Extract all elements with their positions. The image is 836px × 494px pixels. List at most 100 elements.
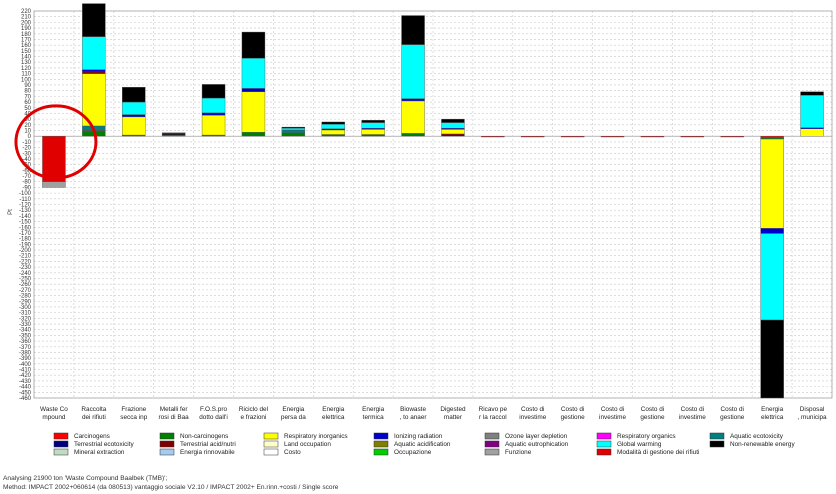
y-tick-label: 140 [21, 55, 32, 61]
y-tick-label: 160 [21, 43, 32, 49]
footer-method: Method: IMPACT 2002+060614 (da 080513) v… [3, 484, 339, 491]
bar-stack [122, 87, 146, 137]
bar-segment [42, 181, 66, 188]
category-label: investime [599, 414, 626, 421]
bar-segment [760, 319, 784, 399]
category-label: Digested [440, 406, 466, 413]
y-tick-label: -210 [19, 254, 32, 260]
legend-label: Energia rinnovabile [180, 449, 235, 456]
y-tick-label: 30 [24, 117, 31, 123]
legend-swatch [159, 432, 175, 440]
legend-swatch [373, 440, 389, 448]
bar-segment [441, 118, 465, 123]
bar-segment [361, 122, 385, 129]
legend-swatch [484, 432, 500, 440]
legend-label: Ionizing radiation [394, 433, 443, 440]
bar-segment [800, 95, 824, 128]
y-tick-label: -140 [19, 214, 32, 220]
bar-segment [122, 116, 146, 136]
y-tick-label: -220 [19, 259, 32, 265]
category-label: investime [679, 414, 706, 421]
bar-segment [281, 132, 306, 137]
legend-swatch [263, 440, 279, 448]
category-label: matter [444, 414, 463, 421]
y-tick-label: -340 [19, 328, 32, 334]
bar-stack [560, 136, 585, 138]
legend: Carcinogens Non-carcinogens Respiratory in… [53, 432, 795, 456]
legend-label: Non-renewable energy [730, 441, 795, 448]
y-tick-label: -80 [22, 180, 31, 186]
bar-segment [800, 128, 824, 137]
bar-stack [42, 136, 66, 188]
legend-swatch [596, 448, 612, 456]
y-tick-label: -410 [19, 368, 32, 374]
legend-label: Costo [284, 449, 301, 456]
category-label: investime [519, 414, 546, 421]
y-tick-label: 60 [24, 100, 31, 106]
y-tick-label: -230 [19, 265, 32, 271]
bar-segment [760, 138, 784, 229]
legend-swatch [263, 448, 279, 456]
category-label: gestione [640, 414, 665, 421]
y-tick-label: 70 [24, 94, 31, 100]
bar-stack [800, 91, 824, 137]
y-tick-label: 50 [24, 106, 31, 112]
y-tick-label: 0 [28, 134, 32, 140]
y-tick-label: -450 [19, 390, 32, 396]
category-label: gestione [561, 414, 586, 421]
bar-segment [122, 101, 146, 115]
bar-segment [321, 129, 345, 135]
y-tick-label: -170 [19, 231, 32, 237]
bar-stack [481, 136, 505, 138]
bar-segment [241, 132, 266, 137]
bar-segment [201, 97, 226, 114]
category-label: Costo di [601, 406, 624, 413]
y-tick-label: -20 [22, 146, 31, 152]
bar-stack [161, 132, 186, 137]
y-tick-label: -330 [19, 322, 32, 328]
y-tick-label: -130 [19, 208, 32, 214]
legend-label: Terrestrial ecotoxicity [74, 441, 134, 448]
bar-segment [361, 134, 385, 137]
y-tick-label: 220 [21, 9, 32, 15]
y-tick-label: -150 [19, 220, 32, 226]
y-tick-label: 200 [21, 20, 32, 26]
legend-label: Non-carcinogens [180, 433, 228, 440]
bar-segment [161, 132, 186, 135]
category-label: elettrica [761, 414, 784, 421]
legend-label: Aquatic acidification [394, 441, 451, 448]
y-tick-label: -430 [19, 379, 32, 385]
bar-segment [321, 121, 345, 125]
bar-segment [82, 71, 106, 74]
bar-segment [760, 233, 784, 321]
bar-segment [321, 134, 345, 137]
bar-segment [720, 136, 744, 138]
bar-stack [321, 121, 345, 137]
y-tick-label: -100 [19, 191, 32, 197]
footer-analysis: Analysing 21900 ton 'Waste Compound Baal… [3, 475, 168, 482]
y-tick-label: -320 [19, 316, 32, 322]
y-tick-label: 130 [21, 60, 32, 66]
category-label: dotto dall'i [199, 414, 228, 421]
category-label: e frazioni [240, 414, 266, 421]
bar-segment [560, 136, 585, 138]
y-tick-label: -250 [19, 276, 32, 282]
legend-label: Funzione [505, 449, 532, 456]
legend-swatch [596, 440, 612, 448]
bar-segment [281, 128, 306, 131]
category-label: Riciclo del [239, 406, 268, 413]
bar-segment [680, 136, 705, 138]
bar-segment [361, 129, 385, 135]
y-tick-label: -350 [19, 333, 32, 339]
y-tick-label: -420 [19, 373, 32, 379]
y-tick-label: 150 [21, 49, 32, 55]
legend-label: Occupazione [394, 449, 432, 456]
category-label: Costo di [721, 406, 744, 413]
category-label: secca inp [120, 414, 147, 421]
y-tick-label: -390 [19, 356, 32, 362]
bar-segment [481, 136, 505, 138]
legend-label: Ozone layer depletion [505, 433, 568, 440]
bar-segment [82, 36, 106, 70]
y-tick-label: -30 [22, 151, 31, 157]
y-tick-label: 180 [21, 32, 32, 38]
